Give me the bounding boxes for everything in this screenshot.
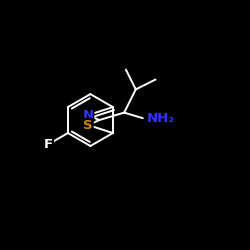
Text: S: S <box>83 118 93 132</box>
Text: NH₂: NH₂ <box>146 112 175 125</box>
Text: N: N <box>82 108 94 122</box>
Text: F: F <box>44 138 53 150</box>
